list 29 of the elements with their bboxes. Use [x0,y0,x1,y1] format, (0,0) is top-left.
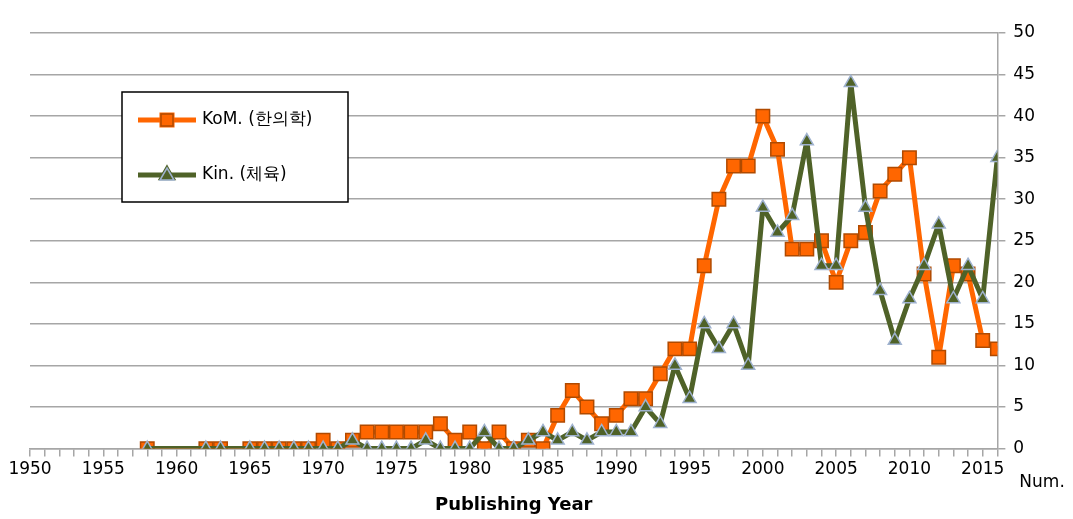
x-tick-label: 2010 [887,458,932,479]
y-axis-title: Num. [1019,471,1065,491]
y-tick-label: 30 [1013,187,1036,208]
x-tick-label: 1965 [228,458,272,479]
legend-label: Kin. (체육) [202,163,287,184]
x-tick-label: 1985 [521,458,565,479]
x-tick-label: 1990 [594,458,638,479]
x-tick-label: 1950 [8,458,52,479]
x-axis-title: Publishing Year [434,493,593,514]
x-tick-label: 1960 [154,458,199,479]
x-tick-label: 1975 [374,458,419,479]
y-tick-label: 50 [1013,21,1036,42]
y-tick-label: 0 [1013,437,1025,458]
y-tick-label: 40 [1013,104,1036,125]
y-tick-label: 20 [1013,270,1036,291]
x-tick-label: 1955 [81,458,125,479]
y-tick-label: 10 [1013,353,1036,374]
x-tick-label: 2005 [814,458,858,479]
y-tick-label: 25 [1013,229,1036,250]
y-tick-label: 35 [1013,146,1036,167]
x-tick-label: 2000 [741,458,785,479]
y-tick-label: 5 [1013,395,1025,416]
x-tick-label: 1980 [448,458,492,479]
y-tick-label: 45 [1013,62,1036,83]
x-tick-label: 1995 [667,458,712,479]
x-tick-label: 2015 [961,458,1005,479]
x-tick-label: 1970 [301,458,345,479]
y-tick-label: 15 [1013,312,1036,333]
legend-label: KoM. (한의학) [202,108,313,129]
